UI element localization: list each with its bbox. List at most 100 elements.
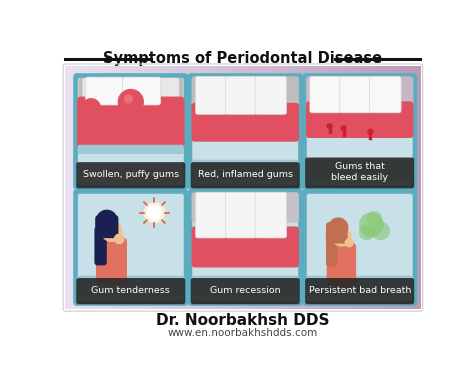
FancyBboxPatch shape [302,189,417,306]
Bar [163,66,173,309]
FancyBboxPatch shape [94,227,107,265]
Bar [305,66,315,309]
Bar [83,66,93,309]
Text: Symptoms of Periodontal Disease: Symptoms of Periodontal Disease [103,51,383,66]
Bar [376,66,386,309]
FancyBboxPatch shape [77,276,184,296]
Bar [110,66,119,309]
Circle shape [100,220,122,242]
FancyBboxPatch shape [95,215,118,238]
FancyBboxPatch shape [255,76,287,114]
FancyBboxPatch shape [305,158,414,188]
Bar [287,66,297,309]
Text: Persistent bad breath: Persistent bad breath [309,286,411,295]
Bar [154,66,164,309]
Bar [411,66,421,309]
Text: Gum tenderness: Gum tenderness [91,286,170,295]
Bar [340,66,350,309]
Text: Gums that
bleed easily: Gums that bleed easily [331,162,388,182]
Bar [252,66,262,309]
Circle shape [345,238,354,247]
FancyBboxPatch shape [255,192,287,238]
Circle shape [114,234,125,244]
Bar [65,66,75,309]
Bar [358,66,368,309]
FancyBboxPatch shape [195,76,227,114]
Bar [314,66,324,309]
FancyBboxPatch shape [225,192,257,238]
FancyBboxPatch shape [307,194,413,301]
FancyBboxPatch shape [188,189,303,306]
Circle shape [81,98,101,118]
Bar [137,66,146,309]
FancyBboxPatch shape [191,103,299,142]
Circle shape [118,89,144,115]
Bar [234,66,244,309]
Text: Red, inflamed gums: Red, inflamed gums [198,170,293,179]
Bar [278,66,288,309]
Circle shape [146,205,162,220]
FancyBboxPatch shape [78,194,184,301]
FancyBboxPatch shape [306,160,413,180]
Circle shape [144,202,165,223]
Bar [394,66,403,309]
FancyBboxPatch shape [307,78,413,185]
FancyBboxPatch shape [192,194,298,301]
FancyBboxPatch shape [78,78,184,185]
FancyBboxPatch shape [195,192,227,238]
Bar [146,66,155,309]
FancyBboxPatch shape [73,73,189,190]
FancyBboxPatch shape [96,238,127,285]
Text: Gum recession: Gum recession [210,286,281,295]
Circle shape [327,123,333,129]
Bar [101,66,110,309]
Circle shape [96,210,118,231]
Circle shape [331,227,352,247]
FancyBboxPatch shape [191,276,299,296]
FancyBboxPatch shape [310,76,341,113]
FancyBboxPatch shape [76,162,185,188]
Circle shape [359,212,384,237]
Text: www.en.noorbakhshdds.com: www.en.noorbakhshdds.com [168,328,318,338]
Circle shape [340,125,346,131]
Circle shape [124,94,133,103]
Circle shape [367,211,382,226]
Text: Swollen, puffy gums: Swollen, puffy gums [83,170,179,179]
FancyBboxPatch shape [327,243,356,287]
Circle shape [159,101,176,118]
Bar [385,66,394,309]
FancyBboxPatch shape [191,160,299,180]
FancyBboxPatch shape [191,162,300,188]
Bar [118,66,128,309]
FancyBboxPatch shape [225,76,257,114]
FancyBboxPatch shape [76,278,185,304]
FancyBboxPatch shape [79,78,183,106]
Bar [402,66,412,309]
Bar [172,66,182,309]
Bar [225,66,235,309]
Circle shape [367,129,374,135]
Bar [92,66,102,309]
FancyBboxPatch shape [306,101,413,138]
Bar [270,66,279,309]
Circle shape [328,218,348,238]
FancyBboxPatch shape [306,276,413,296]
FancyBboxPatch shape [191,278,300,304]
FancyBboxPatch shape [86,77,124,105]
Text: Dr. Noorbakhsh DDS: Dr. Noorbakhsh DDS [156,313,330,328]
Bar [181,66,191,309]
Bar [367,66,377,309]
FancyBboxPatch shape [326,232,337,267]
FancyBboxPatch shape [191,76,299,107]
Bar [323,66,332,309]
FancyBboxPatch shape [73,189,189,306]
Circle shape [359,225,374,240]
Bar [332,66,341,309]
Bar [190,66,200,309]
Bar [216,66,226,309]
Bar [296,66,306,309]
FancyBboxPatch shape [306,76,413,107]
Bar [74,66,84,309]
FancyBboxPatch shape [191,192,299,223]
Bar [349,66,359,309]
